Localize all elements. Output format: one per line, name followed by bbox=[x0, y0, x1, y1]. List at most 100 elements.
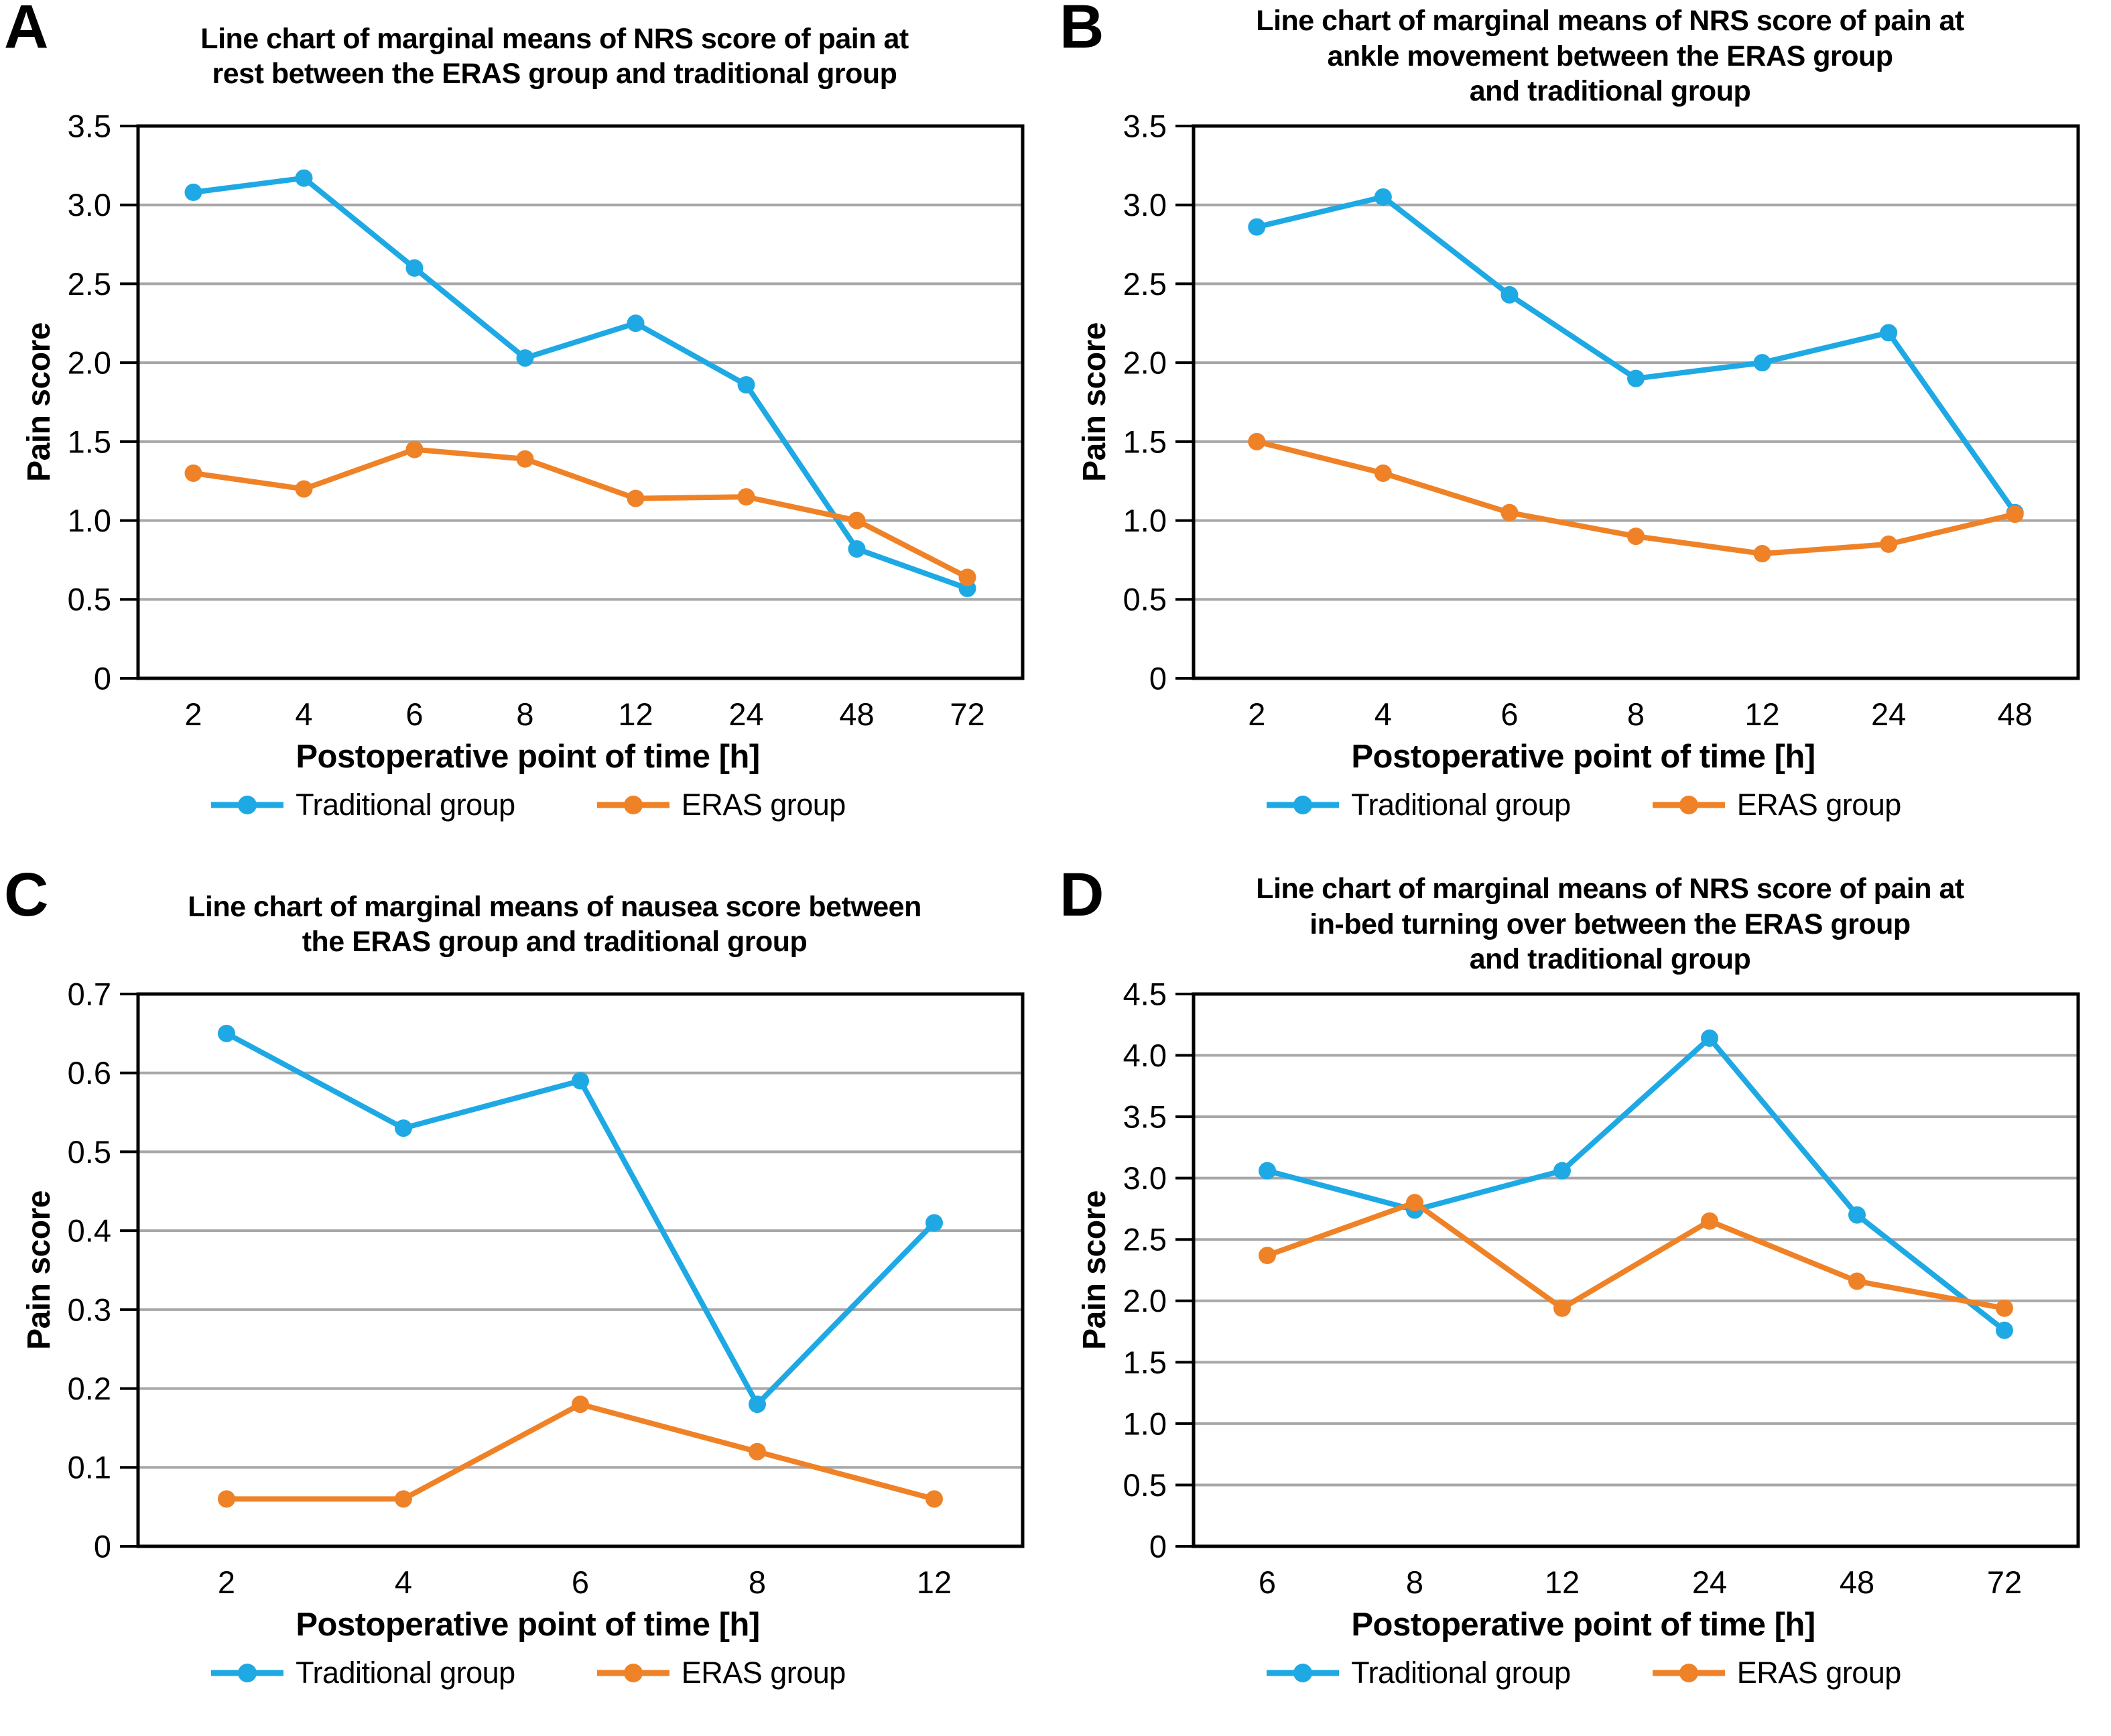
legend-swatch-traditional bbox=[1267, 1664, 1340, 1682]
y-tick-label: 0 bbox=[1149, 1528, 1166, 1564]
x-axis-ticks: 2 4 6 8 12 24 48 72 bbox=[184, 696, 984, 732]
x-tick-label: 48 bbox=[839, 696, 874, 732]
chart-panel-B: B Line chart of marginal means of NRS sc… bbox=[1056, 0, 2111, 868]
line-chart-C: 0 0.1 0.2 0.3 0.4 0.5 0.6 0.7 2 4 6 8 12 Pain score bbox=[21, 976, 1024, 1600]
x-axis-ticks: 6 8 12 24 48 72 bbox=[1258, 1564, 2021, 1600]
y-tick-label: 2.5 bbox=[1123, 266, 1166, 302]
y-axis-label: Pain score bbox=[1077, 322, 1112, 482]
legend-swatch-traditional bbox=[211, 1664, 284, 1682]
data-point-traditional bbox=[295, 169, 312, 187]
legend-label: ERAS group bbox=[1736, 788, 1902, 822]
data-point-traditional bbox=[1258, 1162, 1276, 1180]
series-line-eras bbox=[223, 1402, 937, 1502]
chart-title: Line chart of marginal means of nausea s… bbox=[188, 890, 921, 958]
chart-title: Line chart of marginal means of NRS scor… bbox=[1256, 5, 1964, 108]
data-point-eras bbox=[1753, 545, 1771, 563]
legend-label: Traditional group bbox=[1351, 1656, 1571, 1690]
x-axis-label: Postoperative point of time [h] bbox=[296, 739, 760, 775]
y-axis-label: Pain score bbox=[21, 322, 57, 482]
series-line-eras bbox=[190, 446, 970, 580]
data-point-eras bbox=[184, 464, 202, 482]
legend-swatch-eras bbox=[596, 1664, 669, 1682]
data-point-eras bbox=[2006, 505, 2024, 523]
chart-panel-C: C Line chart of marginal means of nausea… bbox=[0, 864, 1056, 1736]
panel-letter: D bbox=[1060, 861, 1104, 929]
data-point-traditional bbox=[1553, 1162, 1571, 1180]
y-tick-label: 0.5 bbox=[1123, 582, 1166, 617]
y-axis-label: Pain score bbox=[1077, 1190, 1112, 1350]
data-point-eras bbox=[516, 450, 533, 468]
x-tick-label: 12 bbox=[916, 1564, 951, 1600]
plot-border bbox=[136, 992, 1024, 1548]
data-point-traditional bbox=[217, 1024, 235, 1042]
data-point-eras bbox=[1247, 432, 1265, 450]
series-markers-eras bbox=[1247, 432, 2024, 563]
y-tick-label: 0.5 bbox=[67, 582, 111, 617]
legend-item-traditional: Traditional group bbox=[210, 1656, 515, 1690]
x-tick-label: 6 bbox=[405, 696, 423, 732]
x-tick-label: 4 bbox=[1374, 696, 1391, 732]
y-axis-label: Pain score bbox=[21, 1190, 57, 1350]
legend-label: Traditional group bbox=[296, 788, 515, 822]
data-point-eras bbox=[1553, 1299, 1571, 1317]
legend-swatch-eras bbox=[596, 796, 669, 814]
data-point-eras bbox=[1995, 1299, 2013, 1317]
y-tick-label: 0.4 bbox=[67, 1213, 111, 1249]
legend-item-traditional: Traditional group bbox=[1265, 788, 1571, 822]
chart-legend: Traditional group ERAS group bbox=[0, 1656, 1056, 1690]
data-point-eras bbox=[1626, 528, 1645, 546]
y-tick-label: 0 bbox=[93, 1528, 111, 1564]
data-point-traditional bbox=[571, 1072, 589, 1090]
x-tick-label: 6 bbox=[1258, 1564, 1275, 1600]
y-tick-label: 4.0 bbox=[1123, 1038, 1166, 1073]
x-tick-label: 4 bbox=[394, 1564, 411, 1600]
series-markers-eras bbox=[1258, 1194, 2013, 1317]
data-point-traditional bbox=[1879, 324, 1897, 342]
plot-border bbox=[1192, 992, 2080, 1548]
series-line-eras bbox=[1264, 1200, 2007, 1311]
data-point-traditional bbox=[848, 540, 865, 558]
legend-label: Traditional group bbox=[296, 1656, 515, 1690]
legend-swatch-traditional bbox=[1267, 796, 1340, 814]
y-tick-label: 0.5 bbox=[67, 1134, 111, 1170]
x-tick-label: 8 bbox=[748, 1564, 765, 1600]
legend-item-eras: ERAS group bbox=[1651, 788, 1901, 822]
data-point-eras bbox=[1700, 1212, 1718, 1230]
legend-swatch-eras bbox=[1652, 796, 1725, 814]
chart-panel-D: D Line chart of marginal means of NRS sc… bbox=[1056, 864, 2111, 1736]
series-markers-traditional bbox=[1258, 1029, 2013, 1339]
y-tick-label: 0.7 bbox=[67, 976, 111, 1011]
x-tick-label: 12 bbox=[618, 696, 653, 732]
y-tick-label: 3.0 bbox=[1123, 1160, 1166, 1196]
x-tick-label: 24 bbox=[1871, 696, 1906, 732]
y-tick-label: 1.5 bbox=[1123, 1345, 1166, 1380]
data-point-traditional bbox=[1848, 1206, 1866, 1224]
y-tick-label: 1.5 bbox=[1123, 424, 1166, 459]
legend-item-eras: ERAS group bbox=[596, 788, 846, 822]
y-tick-label: 2.5 bbox=[67, 266, 111, 302]
plot-border bbox=[136, 124, 1024, 680]
data-point-eras bbox=[1848, 1272, 1866, 1290]
legend-swatch-eras bbox=[1652, 1664, 1725, 1682]
data-point-traditional bbox=[1500, 286, 1518, 304]
x-tick-label: 72 bbox=[1986, 1564, 2021, 1600]
y-tick-label: 0.1 bbox=[67, 1450, 111, 1485]
data-point-traditional bbox=[748, 1396, 766, 1414]
x-tick-label: 2 bbox=[217, 1564, 235, 1600]
data-point-eras bbox=[848, 511, 865, 530]
data-point-traditional bbox=[1700, 1029, 1718, 1047]
series-markers-traditional bbox=[217, 1024, 943, 1414]
series-line-traditional bbox=[190, 175, 970, 591]
chart-legend: Traditional group ERAS group bbox=[1056, 1656, 2111, 1690]
y-axis-ticks: 0 0.5 1.0 1.5 2.0 2.5 3.0 3.5 bbox=[1123, 108, 1194, 696]
gridlines bbox=[1193, 1054, 2078, 1487]
panel-letter: A bbox=[4, 0, 49, 61]
x-tick-label: 24 bbox=[728, 696, 763, 732]
x-axis-label: Postoperative point of time [h] bbox=[1351, 1607, 1815, 1643]
x-axis-ticks: 2 4 6 8 12 bbox=[217, 1564, 951, 1600]
legend-label: ERAS group bbox=[1736, 1656, 1902, 1690]
series-markers-traditional bbox=[184, 169, 976, 597]
gridlines bbox=[137, 203, 1023, 601]
chart-title: Line chart of marginal means of NRS scor… bbox=[1256, 873, 1964, 976]
